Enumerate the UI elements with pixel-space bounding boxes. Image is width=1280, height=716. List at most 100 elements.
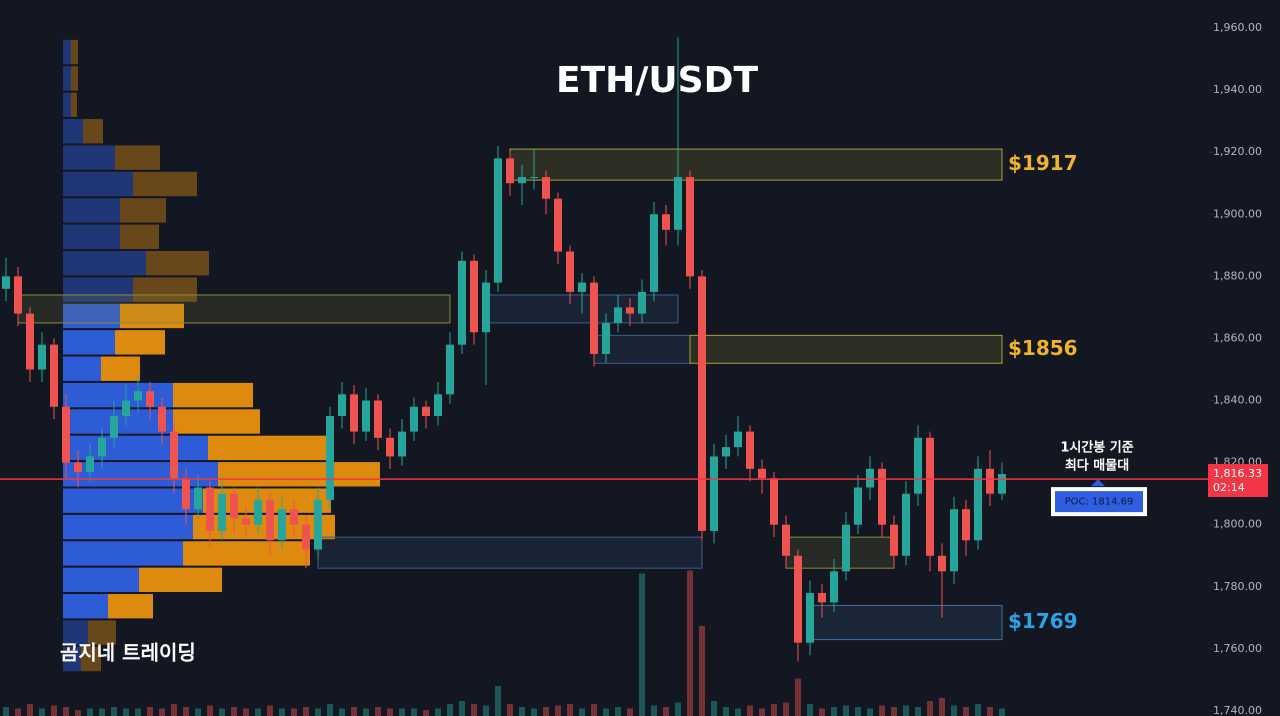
candle-body	[434, 394, 442, 417]
candle-body	[446, 344, 454, 395]
profile-sell	[146, 250, 209, 276]
candle-body	[782, 524, 790, 556]
profile-sell	[71, 39, 78, 65]
volume-bar	[519, 707, 525, 716]
volume-bar	[195, 708, 201, 716]
volume-bar	[975, 704, 981, 716]
volume-bar	[531, 708, 537, 716]
poc-pointer	[1091, 479, 1105, 487]
candle-body	[302, 524, 310, 550]
candle-body	[326, 416, 334, 500]
volume-bar	[399, 708, 405, 716]
volume-bar	[135, 708, 141, 716]
poc-label: POC: 1814.69	[1065, 497, 1134, 508]
candle-body	[482, 282, 490, 333]
candle-body	[806, 593, 814, 643]
candle-body	[158, 406, 166, 432]
volume-bar	[219, 708, 225, 716]
candle-body	[278, 509, 286, 541]
candle-body	[962, 509, 970, 541]
candle-body	[338, 394, 346, 417]
volume-bar	[951, 705, 957, 716]
y-tick-label: 1,920.00	[1213, 145, 1262, 158]
annotation: 1시간봉 기준	[1060, 440, 1133, 456]
volume-bar	[39, 708, 45, 716]
poc-box	[1055, 491, 1143, 513]
candle-body	[530, 177, 538, 179]
volume-bar	[939, 698, 945, 716]
profile-sell	[173, 409, 260, 434]
volume-bar	[291, 708, 297, 716]
profile-buy	[63, 198, 120, 223]
profile-buy	[63, 620, 88, 645]
volume-bar	[183, 707, 189, 716]
candle-body	[14, 276, 22, 314]
zone	[317, 536, 703, 569]
price-label: 1,816.33	[1213, 467, 1262, 480]
volume-bar	[279, 708, 285, 716]
y-tick-label: 1,860.00	[1213, 331, 1262, 344]
volume-bar	[567, 704, 573, 716]
volume-bar	[843, 705, 849, 716]
candle-body	[146, 391, 154, 407]
volume-bar	[483, 705, 489, 716]
profile-buy	[63, 594, 108, 619]
zone-label: $1917	[1008, 151, 1078, 175]
candle-body	[494, 158, 502, 283]
candle-body	[230, 493, 238, 519]
candle-body	[578, 282, 586, 292]
candle-body	[242, 518, 250, 525]
candle-body	[254, 499, 262, 525]
volume-bar	[999, 708, 1005, 716]
volume-bar	[435, 708, 441, 716]
candle-body	[134, 391, 142, 401]
candle-body	[722, 447, 730, 457]
volume-bar	[615, 707, 621, 716]
profile-buy	[63, 171, 133, 197]
profile-sell	[133, 171, 197, 197]
volume-bar	[207, 705, 213, 716]
profile-sell	[183, 541, 310, 566]
candle-body	[686, 177, 694, 277]
profile-sell	[208, 435, 326, 461]
profile-sell	[88, 620, 116, 645]
candle-body	[998, 474, 1006, 494]
volume-bar	[375, 707, 381, 716]
volume-bar	[3, 707, 9, 716]
volume-bar	[51, 705, 57, 716]
candle-body	[626, 307, 634, 314]
profile-buy	[63, 356, 101, 381]
candle-body	[854, 487, 862, 525]
candle-body	[602, 322, 610, 354]
volume-bar	[543, 707, 549, 716]
volume-bar	[471, 704, 477, 716]
candle-body	[590, 282, 598, 354]
profile-buy	[63, 66, 71, 91]
volume-bar	[327, 704, 333, 716]
volume-bar	[987, 707, 993, 716]
volume-bar	[303, 707, 309, 716]
profile-sell	[83, 119, 103, 144]
volume-bar	[831, 707, 837, 716]
y-tick-label: 1,760.00	[1213, 642, 1262, 655]
volume-bar	[495, 686, 501, 716]
candle-body	[818, 593, 826, 603]
volume-bar	[579, 708, 585, 716]
candle-body	[662, 214, 670, 230]
y-tick-label: 1,880.00	[1213, 269, 1262, 282]
zone	[689, 334, 1003, 364]
profile-buy	[63, 250, 146, 276]
candle-body	[290, 509, 298, 525]
volume-bar	[927, 701, 933, 716]
candle-body	[314, 499, 322, 550]
candle-body	[374, 400, 382, 438]
volume-bar	[819, 708, 825, 716]
volume-bar	[783, 702, 789, 716]
profile-buy	[63, 541, 183, 566]
volume-bar	[891, 707, 897, 716]
candle-body	[650, 214, 658, 292]
candle-body	[170, 431, 178, 479]
volume-bar	[315, 708, 321, 716]
